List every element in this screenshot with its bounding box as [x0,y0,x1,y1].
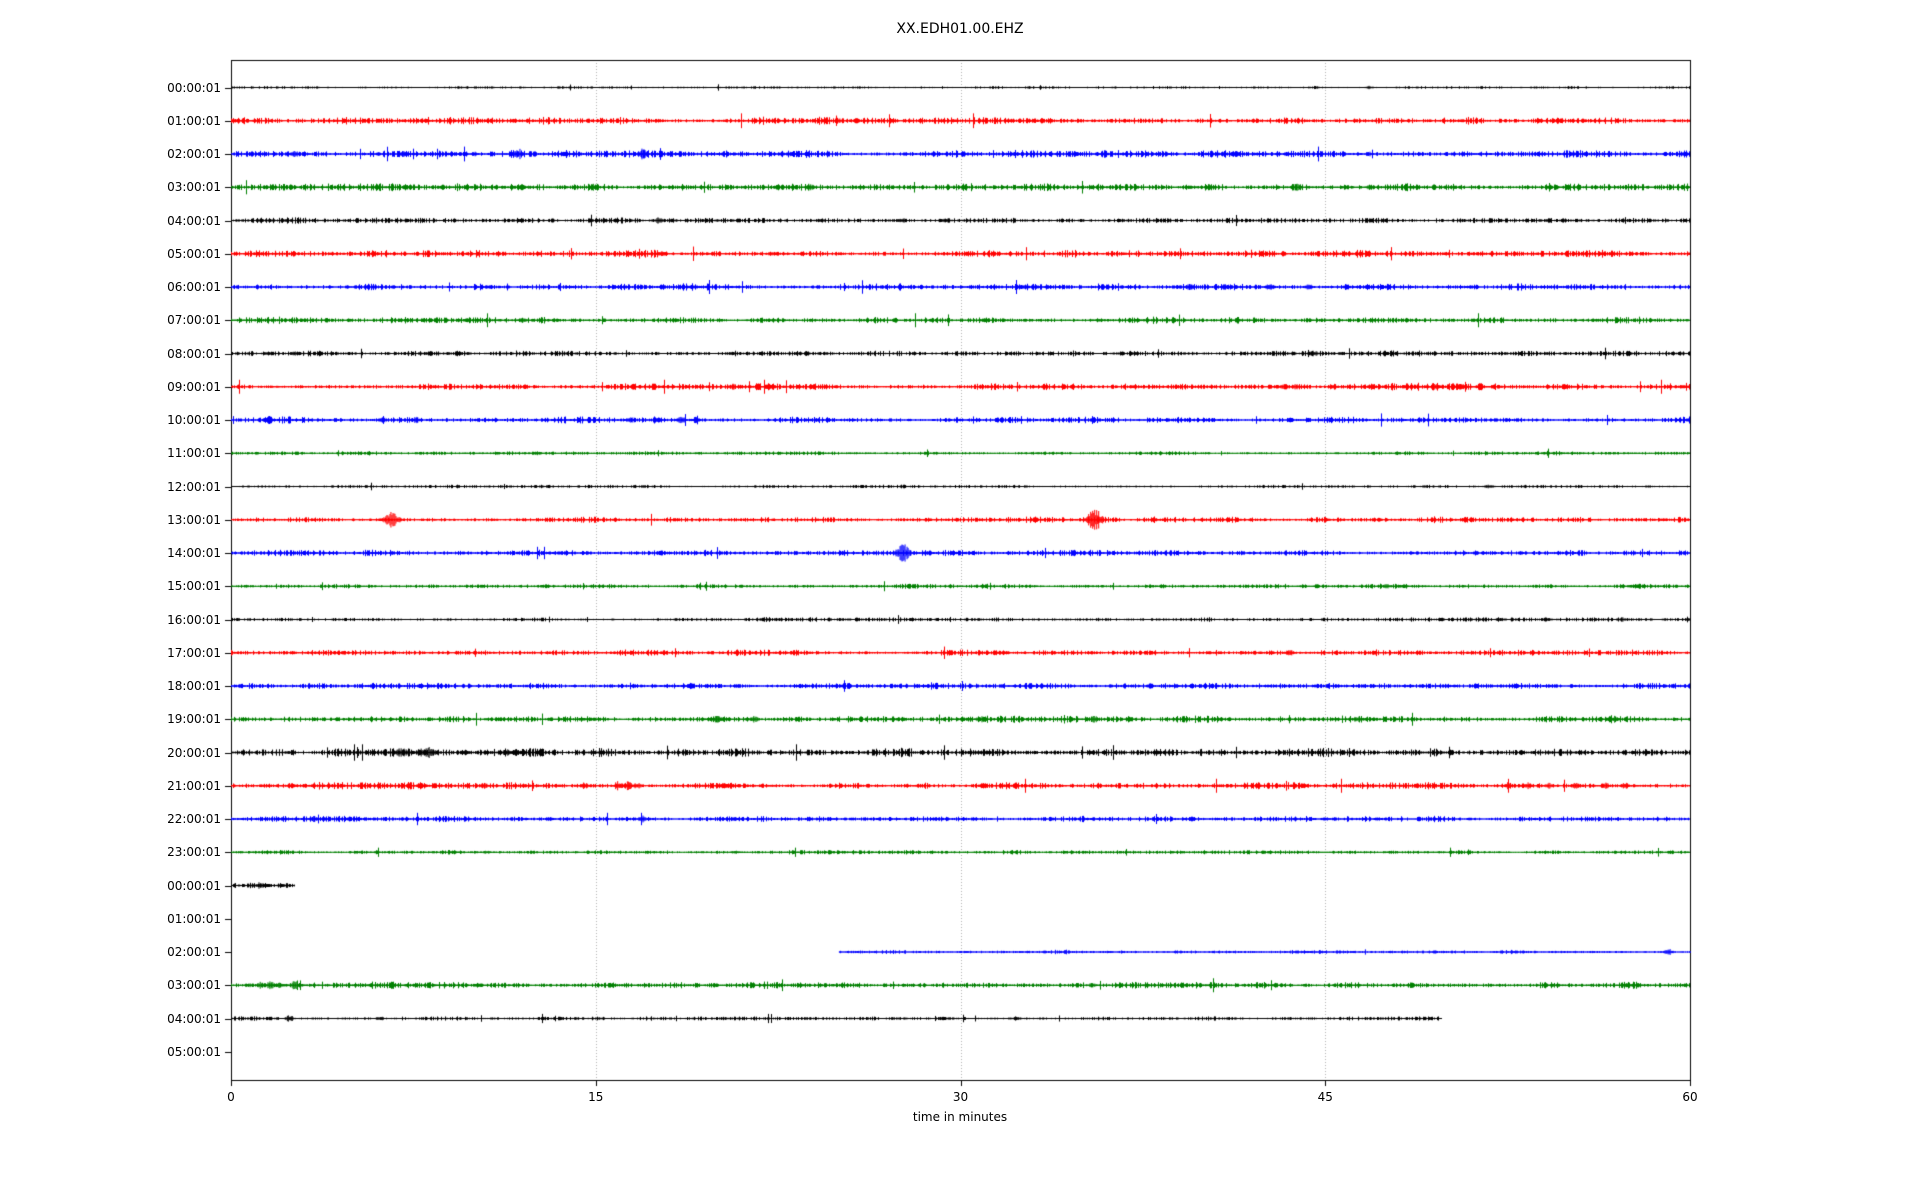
x-tick-label-30: 30 [952,1090,969,1104]
row-label-1: 01:00:01 [167,113,221,128]
row-label-19: 19:00:01 [167,712,221,727]
row-label-13: 13:00:01 [167,512,221,527]
row-label-25: 01:00:01 [167,911,221,926]
figure-title: XX.EDH01.00.EHZ [896,21,1024,37]
row-label-14: 14:00:01 [167,546,221,560]
row-label-21: 21:00:01 [167,778,221,793]
row-label-5: 05:00:01 [167,246,221,261]
row-label-16: 16:00:01 [167,612,221,627]
row-label-8: 08:00:01 [167,346,221,361]
row-label-3: 03:00:01 [167,180,221,195]
x-tick-label-45: 45 [1317,1090,1333,1104]
row-label-22: 22:00:01 [167,812,221,826]
row-label-4: 04:00:01 [167,213,221,228]
row-label-18: 18:00:01 [167,679,221,693]
x-tick-label-15: 15 [588,1090,604,1104]
x-tick-label-60: 60 [1682,1090,1698,1104]
row-label-7: 07:00:01 [167,313,221,328]
row-label-26: 02:00:01 [167,945,221,959]
row-label-15: 15:00:01 [167,579,221,594]
row-label-10: 10:00:01 [167,413,221,427]
row-label-17: 17:00:01 [167,645,221,660]
row-label-27: 03:00:01 [167,978,221,993]
x-axis-title: time in minutes [912,1110,1008,1124]
row-label-12: 12:00:01 [167,479,221,494]
row-label-20: 20:00:01 [167,745,221,760]
row-label-9: 09:00:01 [167,379,221,394]
row-label-11: 11:00:01 [167,446,221,461]
row-label-29: 05:00:01 [167,1044,221,1059]
row-label-6: 06:00:01 [167,280,221,294]
row-label-2: 02:00:01 [167,147,221,161]
x-tick-label-0: 0 [227,1090,235,1104]
row-label-0: 00:00:01 [167,80,221,95]
row-label-24: 00:00:01 [167,878,221,893]
row-label-28: 04:00:01 [167,1011,221,1026]
row-label-23: 23:00:01 [167,845,221,860]
